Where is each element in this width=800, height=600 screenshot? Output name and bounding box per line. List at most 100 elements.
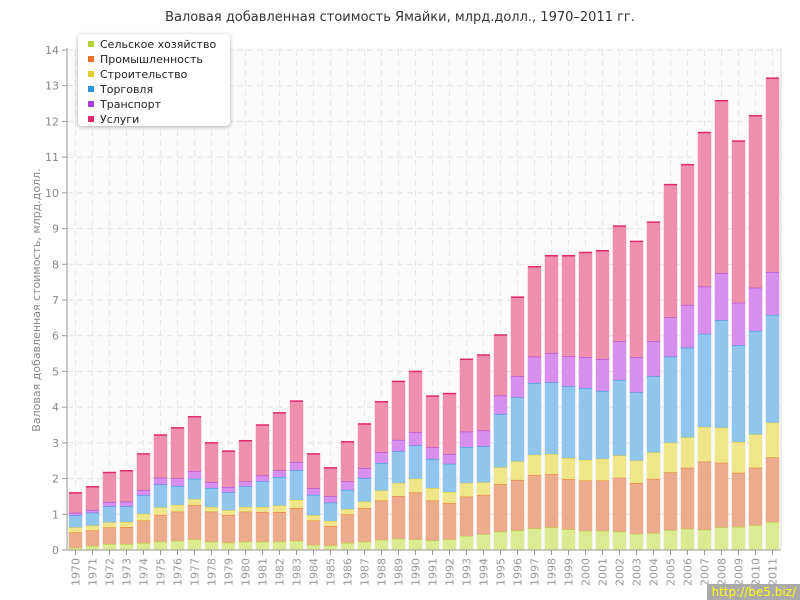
bar-segment [289, 507, 304, 541]
bar-segment [442, 463, 457, 493]
bar-stack-1970 [68, 492, 83, 551]
x-tick-label: 1992 [444, 558, 457, 586]
bar-segment [697, 461, 712, 530]
bar-segment [544, 352, 559, 383]
legend-item[interactable]: Услуги [88, 112, 139, 127]
bar-segment [459, 359, 474, 432]
x-tick-label: 2009 [733, 558, 746, 586]
bar-segment [680, 528, 695, 551]
bar-segment [119, 505, 134, 523]
bar-segment [595, 358, 610, 391]
legend-swatch [88, 71, 94, 77]
bar-segment [289, 499, 304, 509]
bar-stack-1998 [544, 254, 559, 551]
bar-segment [527, 454, 542, 475]
legend-item[interactable]: Транспорт [88, 97, 161, 112]
bar-stack-2001 [595, 249, 610, 551]
bar-segment [578, 387, 593, 460]
bar-segment [697, 286, 712, 334]
bar-segment [238, 485, 253, 508]
bar-segment [442, 539, 457, 551]
bar-segment [561, 457, 576, 480]
bar-segment [289, 461, 304, 471]
x-tick-label: 1981 [257, 558, 270, 586]
bar-segment [391, 439, 406, 452]
legend-label: Транспорт [100, 98, 161, 111]
bar-stack-1988 [374, 401, 389, 551]
legend-item[interactable]: Сельское хозяйство [88, 37, 216, 52]
bar-segment [544, 526, 559, 551]
bar-segment [306, 514, 321, 521]
bar-segment [629, 356, 644, 393]
bar-segment [680, 164, 695, 305]
bar-segment [697, 426, 712, 462]
x-tick-label: 1996 [512, 558, 525, 586]
bar-segment [442, 502, 457, 540]
bar-segment [187, 470, 202, 479]
bar-segment [408, 539, 423, 551]
bar-segment [272, 511, 287, 542]
x-tick-label: 1975 [155, 558, 168, 586]
bar-segment [153, 484, 168, 508]
bar-segment [391, 482, 406, 496]
bar-segment [272, 541, 287, 551]
bar-segment [748, 524, 763, 551]
bar-segment [680, 467, 695, 529]
bar-stack-1999 [561, 254, 576, 551]
bar-segment [85, 530, 100, 546]
bar-segment [714, 272, 729, 321]
watermark[interactable]: http://be5.biz/ [707, 584, 800, 600]
bar-segment [119, 470, 134, 502]
bar-segment [748, 115, 763, 288]
x-tick-label: 2001 [597, 558, 610, 586]
bar-segment [459, 496, 474, 536]
bar-segment [561, 478, 576, 530]
x-tick-label: 1989 [393, 558, 406, 586]
bar-segment [629, 482, 644, 534]
bar-segment [714, 319, 729, 428]
bar-segment [306, 453, 321, 489]
bar-stack-2000 [578, 251, 593, 551]
bar-stack-1982 [272, 412, 287, 551]
plot-background [67, 48, 781, 550]
bar-segment [153, 541, 168, 551]
bar-segment [765, 314, 780, 423]
bar-stack-1983 [289, 400, 304, 551]
bar-segment [646, 375, 661, 453]
bar-segment [561, 529, 576, 551]
legend-item[interactable]: Строительство [88, 67, 187, 82]
bar-segment [765, 271, 780, 315]
bar-segment [425, 500, 440, 541]
bar-segment [187, 416, 202, 472]
bar-segment [187, 504, 202, 540]
x-tick-label: 1984 [308, 558, 321, 586]
bar-segment [68, 492, 83, 513]
bar-stack-1985 [323, 467, 338, 551]
bar-segment [578, 530, 593, 551]
bar-stack-1973 [119, 469, 134, 551]
bar-segment [544, 255, 559, 354]
bar-segment [459, 446, 474, 484]
bar-segment [170, 485, 185, 505]
bar-stack-1990 [408, 370, 423, 551]
bar-segment [442, 491, 457, 504]
bar-stack-2010 [748, 114, 763, 551]
bar-segment [408, 491, 423, 540]
legend-item[interactable]: Промышленность [88, 52, 203, 67]
bar-segment [442, 453, 457, 464]
bar-segment [221, 514, 236, 543]
bar-segment [544, 381, 559, 455]
bar-stack-2009 [731, 140, 746, 551]
legend-item[interactable]: Торговля [88, 82, 153, 97]
bar-segment [544, 453, 559, 475]
bar-stack-1975 [153, 434, 168, 551]
bar-segment [697, 132, 712, 287]
bar-segment [323, 467, 338, 497]
x-tick-label: 2003 [631, 558, 644, 586]
bar-segment [612, 379, 627, 456]
bar-segment [425, 487, 440, 501]
bar-segment [357, 423, 372, 469]
bar-segment [680, 436, 695, 468]
x-tick-label: 1973 [121, 558, 134, 586]
bar-stack-2005 [663, 183, 678, 551]
